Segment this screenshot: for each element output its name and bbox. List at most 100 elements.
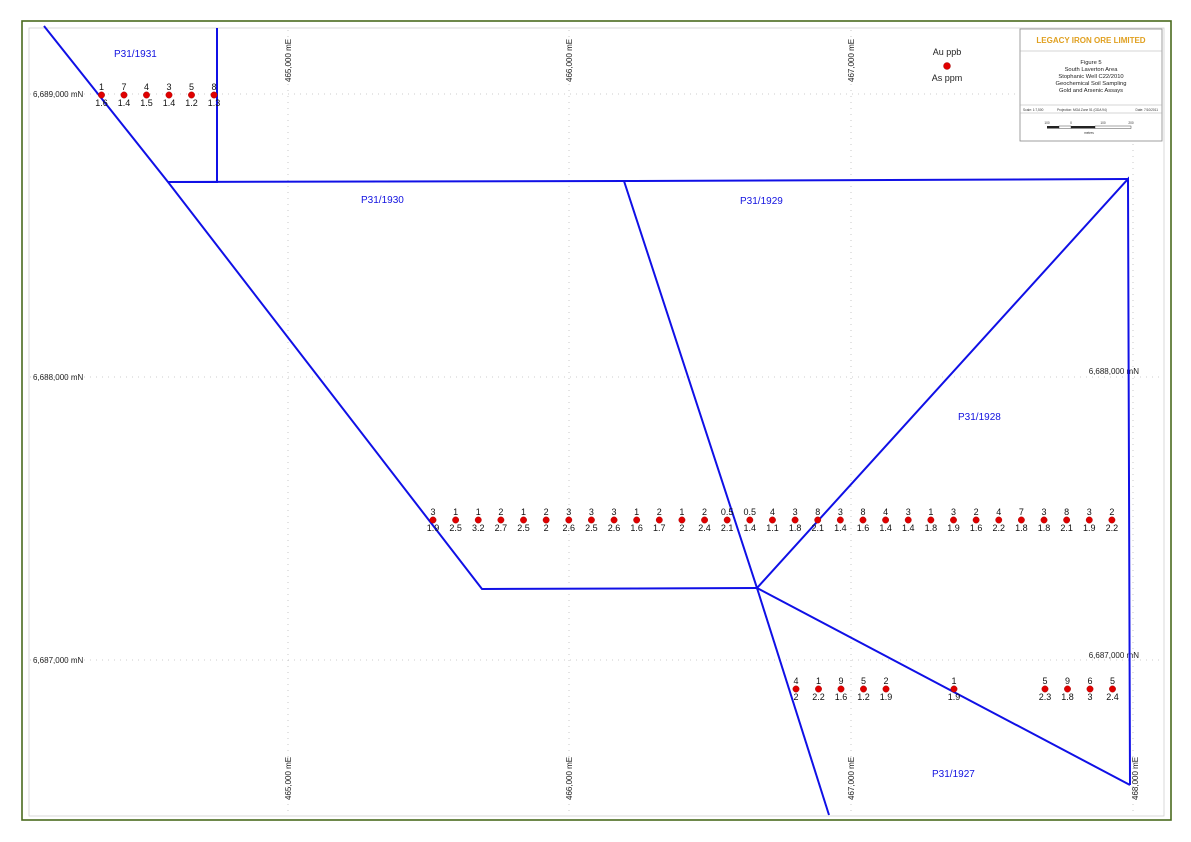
scale-units: metres	[1084, 131, 1094, 135]
sample-as-value: 3	[1087, 692, 1092, 702]
sample-au-value: 3	[1042, 507, 1047, 517]
sample-dot	[452, 516, 460, 524]
sample-dot	[678, 516, 686, 524]
sample-au-value: 5	[1042, 676, 1047, 686]
sample-point: 21.9	[880, 676, 893, 702]
sample-au-value: 4	[996, 507, 1001, 517]
tenement-labels: P31/1931 P31/1930 P31/1929 P31/1928 P31/…	[114, 49, 1001, 780]
sample-point: 22	[542, 507, 550, 533]
sample-as-value: 2.5	[449, 523, 462, 533]
sample-au-value: 8	[815, 507, 820, 517]
soil-sample-points: 11.671.441.531.451.281.331.912.513.222.7…	[95, 82, 1119, 702]
figure-area: South Laverton Area	[1065, 67, 1119, 73]
sample-point: 31.4	[834, 507, 847, 533]
sample-au-value: 4	[770, 507, 775, 517]
sample-as-value: 2.5	[517, 523, 530, 533]
sample-au-value: 9	[1065, 676, 1070, 686]
sample-point: 0.5 1.4	[744, 507, 757, 533]
sample-as-value: 1.8	[1015, 523, 1028, 533]
sample-dot	[836, 516, 844, 524]
northing-label-left: 6,688,000 mN	[33, 373, 83, 382]
sample-dot	[837, 685, 845, 693]
sample-au-value: 1	[476, 507, 481, 517]
sample-dot	[723, 516, 731, 524]
map-date-text: Date: 7/10/2011	[1136, 108, 1159, 112]
sample-dot	[1086, 685, 1094, 693]
sample-point: 11.8	[925, 507, 938, 533]
easting-label-bottom: 466,000 mE	[565, 757, 574, 800]
sample-as-value: 1.4	[879, 523, 892, 533]
sample-as-value: 1.8	[789, 523, 802, 533]
sample-as-value: 1.9	[880, 692, 893, 702]
sample-au-value: 1	[99, 82, 104, 92]
sample-au-value: 1	[521, 507, 526, 517]
sample-point: 12.5	[517, 507, 530, 533]
sample-as-value: 1.6	[970, 523, 983, 533]
tenement-boundary-p31-1931	[167, 28, 1129, 183]
sample-point: 31.8	[789, 507, 802, 533]
sample-dot	[520, 516, 527, 524]
sample-point: 21.6	[970, 507, 983, 533]
sample-au-value: 1	[679, 507, 684, 517]
sample-dot	[1109, 685, 1116, 693]
sample-dot	[1017, 516, 1025, 524]
sample-au-value: 4	[144, 82, 149, 92]
sample-dot	[633, 516, 641, 524]
sample-au-value: 8	[860, 507, 865, 517]
sample-dot	[610, 516, 618, 524]
sample-dot	[542, 516, 550, 524]
tenement-boundaries	[43, 25, 1131, 816]
sample-dot	[746, 516, 754, 524]
sample-as-value: 1.7	[653, 523, 666, 533]
sample-point: 12.5	[449, 507, 462, 533]
sample-au-value: 1	[951, 676, 956, 686]
grid-labels: 465,000 mE 466,000 mE 467,000 mE 465,000…	[33, 39, 1140, 800]
sample-as-value: 2.6	[608, 523, 621, 533]
tenement-boundary-p31-1930	[43, 25, 758, 591]
figure-number: Figure 5	[1080, 60, 1101, 66]
map-inner-frame	[28, 27, 1165, 817]
sample-au-value: 3	[951, 507, 956, 517]
sample-as-value: 1.9	[948, 692, 961, 702]
sample-point: 22.2	[1106, 507, 1119, 533]
sample-as-value: 1.3	[208, 98, 221, 108]
sample-au-value: 7	[121, 82, 126, 92]
sample-au-value: 5	[189, 82, 194, 92]
sample-point: 91.8	[1061, 676, 1074, 702]
figure-assays: Gold and Arsenic Assays	[1059, 88, 1123, 94]
scale-tick-label: 200	[1128, 121, 1134, 125]
sample-au-value: 7	[1019, 507, 1024, 517]
sample-au-value: 2	[702, 507, 707, 517]
legend-au-label: Au ppb	[933, 47, 962, 57]
sample-as-value: 2.3	[1039, 692, 1052, 702]
sample-point: 31.4	[163, 82, 176, 108]
sample-dot	[1063, 516, 1071, 524]
sample-point: 42.2	[992, 507, 1005, 533]
sample-au-value: 9	[838, 676, 843, 686]
sample-dot	[1064, 685, 1071, 693]
scale-tick-label: 100	[1044, 121, 1050, 125]
sample-au-value: 5	[1110, 676, 1115, 686]
sample-dot	[792, 685, 800, 693]
sample-point: 32.6	[563, 507, 576, 533]
sample-au-value: 2	[1109, 507, 1114, 517]
sample-dot	[120, 91, 128, 99]
sample-dot	[972, 516, 980, 524]
sample-point: 0.5 2.1	[721, 507, 734, 533]
northing-label-left: 6,689,000 mN	[33, 90, 83, 99]
sample-au-value: 8	[1064, 507, 1069, 517]
northing-label-right: 6,687,000 mN	[1089, 651, 1139, 660]
sample-dot	[859, 516, 867, 524]
sample-au-value: 3	[589, 507, 594, 517]
sample-as-value: 2.1	[811, 523, 824, 533]
figure-subject: Geochemical Soil Sampling	[1056, 81, 1127, 87]
sample-au-value: 1	[453, 507, 458, 517]
sample-au-value: 3	[166, 82, 171, 92]
sample-as-value: 2.5	[585, 523, 598, 533]
sample-point: 52.4	[1106, 676, 1119, 702]
sample-as-value: 1.1	[766, 523, 779, 533]
sample-point: 32.5	[585, 507, 598, 533]
sample-as-value: 3.2	[472, 523, 485, 533]
sample-point: 11.6	[630, 507, 643, 533]
sample-point: 12	[678, 507, 686, 533]
